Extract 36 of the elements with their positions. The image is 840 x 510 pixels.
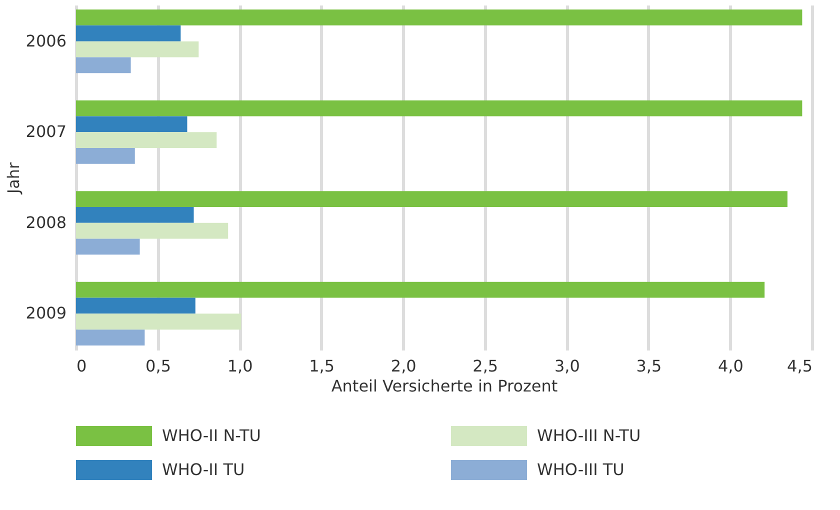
y-tick-label: 2006 bbox=[26, 31, 66, 50]
x-tick-label: 4,5 bbox=[787, 356, 812, 376]
y-tick-label: 2008 bbox=[26, 212, 66, 232]
bar bbox=[76, 222, 228, 239]
legend-label: WHO-III N-TU bbox=[537, 426, 641, 445]
bar bbox=[76, 238, 140, 255]
x-tick-label: 0,5 bbox=[146, 356, 172, 376]
y-tick-label: 2009 bbox=[26, 304, 66, 323]
bar bbox=[76, 57, 131, 74]
x-axis-title: Anteil Versicherte in Prozent bbox=[331, 376, 558, 396]
bar bbox=[76, 330, 145, 346]
x-tick-label: 3,0 bbox=[554, 356, 580, 376]
y-axis-title: Jahr bbox=[4, 162, 23, 195]
x-tick-label: 0 bbox=[76, 356, 87, 376]
x-tick-label: 4,0 bbox=[718, 356, 744, 376]
bar bbox=[76, 116, 188, 132]
bar bbox=[76, 10, 802, 26]
x-tick-label: 1,5 bbox=[309, 356, 335, 376]
x-tick-label: 1,0 bbox=[227, 356, 253, 376]
bar bbox=[76, 282, 765, 298]
bar bbox=[76, 100, 802, 116]
y-tick-label: 2007 bbox=[26, 122, 66, 142]
legend-label: WHO-III TU bbox=[537, 460, 624, 479]
bar bbox=[76, 207, 194, 223]
bar bbox=[76, 132, 217, 148]
bar bbox=[76, 298, 196, 314]
bar bbox=[76, 25, 181, 42]
bar bbox=[76, 314, 242, 330]
bar bbox=[76, 191, 788, 208]
legend-label: WHO-II TU bbox=[162, 460, 245, 479]
legend-label: WHO-II N-TU bbox=[162, 426, 261, 445]
x-tick-label: 2,0 bbox=[390, 356, 416, 376]
bar bbox=[76, 148, 135, 164]
bar bbox=[76, 41, 199, 58]
x-tick-label: 2,5 bbox=[472, 356, 498, 376]
x-tick-label: 3,5 bbox=[636, 356, 662, 376]
